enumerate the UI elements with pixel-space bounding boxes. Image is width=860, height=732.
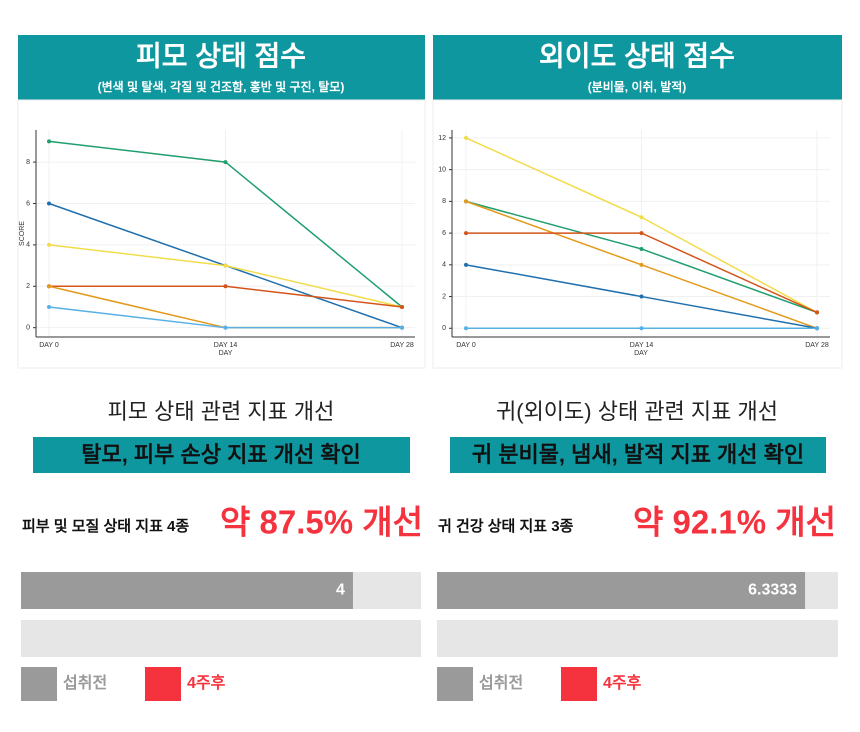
point [223, 263, 228, 268]
point [47, 304, 51, 309]
y-tick-label: 2 [26, 283, 30, 290]
x-tick-label: DAY 0 [456, 342, 476, 349]
y-tick-label: 4 [26, 242, 30, 249]
panel-title: 외이도 상태 점수 [539, 40, 735, 71]
point [464, 135, 468, 140]
point [639, 246, 644, 251]
metric-value: 약 92.1% 개선 [633, 504, 836, 541]
legend-label: 4주후 [603, 673, 642, 692]
point [464, 326, 468, 331]
y-tick-label: 6 [442, 230, 446, 237]
y-axis-label: SCORE [19, 221, 26, 246]
caption: 귀(외이도) 상태 관련 지표 개선 [496, 399, 778, 424]
panel-subtitle: (분비물, 이취, 발적) [588, 79, 687, 94]
legend-label: 섭취전 [63, 674, 107, 692]
bar [437, 572, 806, 609]
legend-swatch [145, 667, 181, 701]
point [464, 231, 468, 236]
highlight: 탈모, 피부 손상 지표 개선 확인 [81, 442, 361, 467]
x-tick-label: DAY 14 [630, 342, 654, 349]
header-bg [433, 35, 842, 100]
y-tick-label: 2 [442, 293, 446, 300]
x-tick-label: DAY 28 [805, 342, 829, 349]
point [400, 304, 404, 309]
y-tick-label: 0 [442, 325, 446, 332]
point [47, 139, 51, 144]
y-tick-label: 4 [442, 262, 446, 269]
metric-value: 약 87.5% 개선 [220, 504, 423, 541]
legend-swatch [561, 667, 597, 701]
value-label: 6.3333 [748, 582, 797, 599]
legend-swatch [437, 667, 473, 701]
highlight-bg [33, 437, 410, 473]
legend-swatch [21, 667, 57, 701]
y-tick-label: 8 [26, 159, 30, 166]
point [223, 284, 228, 289]
point [47, 284, 51, 289]
x-tick-label: DAY 0 [39, 342, 59, 349]
bar-track [437, 620, 838, 657]
x-tick-label: DAY 28 [390, 342, 414, 349]
point [47, 242, 51, 247]
point [639, 262, 644, 267]
point [464, 199, 468, 204]
y-tick-label: 6 [26, 200, 30, 207]
point [639, 294, 644, 299]
highlight-bg [450, 437, 826, 473]
chart-bg [17, 99, 426, 369]
x-tick-label: DAY 14 [214, 342, 238, 349]
point [639, 231, 644, 236]
point [47, 201, 51, 206]
point [223, 160, 228, 165]
point [464, 262, 468, 267]
point [639, 215, 644, 220]
panel-title: 피모 상태 점수 [136, 40, 306, 71]
point [815, 326, 819, 331]
panel-subtitle: (변색 및 탈색, 각질 및 건조함, 홍반 및 구진, 탈모) [98, 79, 345, 94]
bar [21, 572, 353, 609]
y-tick-label: 0 [26, 325, 30, 332]
highlight: 귀 분비물, 냄새, 발적 지표 개선 확인 [472, 442, 804, 467]
y-tick-label: 10 [438, 166, 446, 173]
caption: 피모 상태 관련 지표 개선 [108, 399, 335, 424]
x-axis-label: DAY [634, 350, 648, 357]
point [639, 326, 644, 331]
chart-bg [432, 99, 843, 369]
metric-label: 귀 건강 상태 지표 3종 [438, 517, 574, 535]
y-tick-label: 8 [442, 198, 446, 205]
header-bg [18, 35, 425, 100]
y-tick-label: 12 [438, 135, 446, 142]
point [400, 325, 404, 330]
legend-label: 4주후 [187, 673, 226, 692]
point [223, 325, 228, 330]
x-axis-label: DAY [219, 350, 233, 357]
metric-label: 피부 및 모질 상태 지표 4종 [22, 517, 189, 535]
bar-track [21, 620, 421, 657]
point [815, 310, 819, 315]
legend-label: 섭취전 [479, 674, 523, 692]
value-label: 4 [336, 582, 345, 599]
